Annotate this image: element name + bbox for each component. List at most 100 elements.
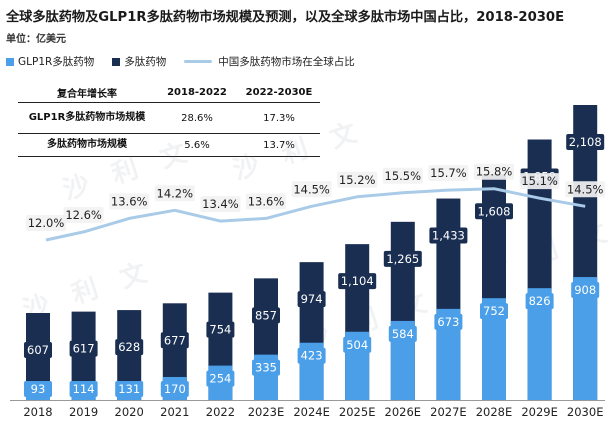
label-box-share [154,185,195,202]
x-tick-label: 2027E [430,405,467,419]
data-label-glp1: 504 [346,338,368,352]
table-row: 多肽药物市场规模 5.6% 13.7% [18,133,320,157]
label-box-peptide [566,134,605,150]
data-label-peptide: 1,265 [386,252,419,266]
x-tick-label: 2025E [339,405,376,419]
data-label-glp1: 170 [164,382,186,396]
legend-swatch-peptide [112,57,121,66]
data-label-glp1: 826 [529,294,551,308]
label-box-share [291,181,332,198]
data-label-glp1: 335 [255,361,277,375]
legend-label-glp1: GLP1R多肽药物 [18,56,95,68]
label-box-peptide [115,339,144,356]
x-tick-label: 2026E [385,405,422,419]
label-box-glp1 [571,282,600,299]
label-box-peptide [297,291,326,308]
labels-layer: 607 93 617 114 628 131 677 170 754 254 857 335 974 42… [24,134,606,397]
label-box-peptide [252,307,280,324]
label-box-glp1 [480,303,508,320]
x-tick-label: 2019 [69,405,98,419]
label-box-glp1 [69,381,98,397]
cagr-cell: 5.6% [156,133,238,157]
label-box-glp1 [297,347,326,364]
label-box-share [382,167,423,184]
label-box-share [337,171,378,188]
label-box-share [474,163,514,180]
label-box-glp1 [525,293,554,310]
data-label-peptide: 607 [27,343,49,357]
data-label-share: 15.7% [430,166,467,180]
x-tick-label: 2021 [160,405,189,419]
data-label-share: 13.6% [248,194,285,208]
label-box-glp1 [206,370,235,387]
data-label-share: 13.6% [111,194,148,208]
label-box-peptide [206,321,235,338]
x-tick-label: 2022 [206,405,235,419]
label-box-share [565,181,606,198]
label-box-share [428,165,469,182]
data-label-peptide: 1,433 [432,229,465,243]
data-label-peptide: 617 [73,342,95,356]
data-label-share: 15.5% [385,169,422,183]
data-label-share: 14.5% [293,182,330,196]
label-box-peptide [338,273,377,290]
label-box-peptide [24,342,52,358]
label-box-peptide [383,250,422,267]
cagr-header-label: 复合年增长率 [18,82,156,103]
x-tick-label: 2018 [23,405,52,419]
data-label-share: 14.2% [157,186,194,200]
label-box-glp1 [160,381,189,397]
cagr-table-header: 复合年增长率 2018-2022 2022-2030E [18,82,320,103]
data-label-share: 15.8% [476,165,513,179]
cagr-row-label: GLP1R多肽药物市场规模 [18,102,156,134]
legend-swatch-share [184,60,213,63]
data-label-glp1: 752 [483,304,505,318]
cagr-cell: 17.3% [238,102,320,134]
data-label-glp1: 908 [574,283,596,297]
data-label-glp1: 584 [392,327,414,341]
label-box-glp1 [343,336,372,353]
data-label-share: 14.5% [567,182,604,196]
data-label-glp1: 673 [437,315,459,329]
label-box-share [63,206,104,223]
data-label-peptide: 677 [164,333,186,347]
x-tick-label: 2020 [115,405,144,419]
data-label-glp1: 254 [209,372,231,386]
data-label-share: 12.0% [28,216,65,230]
cagr-table: 复合年增长率 2018-2022 2022-2030E GLP1R多肽药物市场规… [18,82,320,157]
label-box-peptide [429,227,468,244]
x-axis: 2018 2019 2020 2021 2022 2023E 2024E 2025E 2026E… [10,400,605,419]
table-row: GLP1R多肽药物市场规模 28.6% 17.3% [18,102,320,134]
data-label-peptide: 974 [301,292,323,306]
data-label-glp1: 423 [301,349,323,363]
x-tick-label: 2028E [476,405,513,419]
share-line [45,187,586,242]
data-label-glp1: 114 [73,382,95,396]
label-box-glp1 [252,359,280,376]
x-tick-label: 2030E [567,405,604,419]
data-label-peptide: 1,608 [478,204,511,218]
cagr-cell: 28.6% [156,102,238,134]
x-tick-label: 2029E [521,405,558,419]
share-line-layer [45,187,586,242]
cagr-header-period-1: 2018-2022 [156,82,238,103]
chart-title: 全球多肽药物及GLP1R多肽药物市场规模及预测，以及全球多肽市场中国占比，201… [6,10,565,25]
data-label-share: 13.4% [202,197,239,211]
label-box-peptide [475,203,513,220]
label-box-glp1 [24,381,52,397]
chart-legend: GLP1R多肽药物 多肽药物 中国多肽药物市场在全球占比 [6,54,373,69]
label-box-glp1 [434,313,463,330]
data-label-share: 15.2% [339,173,376,187]
data-label-glp1: 131 [118,382,140,396]
data-label-peptide: 2,108 [569,135,602,149]
label-box-share [200,196,241,213]
x-tick-label: 2024E [293,405,330,419]
data-label-peptide: 1,104 [341,274,374,288]
data-label-peptide: 628 [118,340,140,354]
label-box-share [519,173,560,190]
data-label-share: 12.6% [65,208,102,222]
x-tick-label: 2023E [248,405,285,419]
legend-item-peptide: 多肽药物 [112,54,166,69]
data-label-peptide: 857 [255,308,277,322]
